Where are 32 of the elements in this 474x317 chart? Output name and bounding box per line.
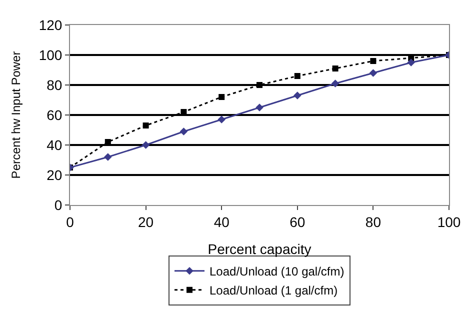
y-axis-title: Percent hw Input Power — [9, 51, 24, 179]
point — [218, 94, 225, 100]
x-tick-label: 100 — [437, 214, 461, 230]
y-tick-label: 40 — [46, 136, 62, 153]
legend-label: Load/Unload (1 gal/cfm) — [210, 284, 338, 298]
point — [294, 73, 300, 79]
point — [332, 66, 338, 72]
point — [142, 141, 150, 149]
point — [407, 58, 415, 66]
y-tick-label: 60 — [46, 106, 62, 123]
point — [218, 116, 226, 124]
x-tick-label: 80 — [365, 214, 382, 230]
y-tick-label: 120 — [38, 16, 62, 33]
point — [256, 104, 264, 112]
point — [294, 92, 302, 100]
point — [369, 69, 378, 77]
x-tick-label: 0 — [66, 214, 74, 230]
x-tick-label: 20 — [138, 214, 154, 230]
y-tick-label: 100 — [38, 46, 62, 63]
point — [180, 128, 188, 136]
point — [142, 122, 149, 128]
y-tick-label: 20 — [46, 166, 62, 183]
legend-label: Load/Unload (10 gal/cfm) — [210, 264, 344, 279]
point — [256, 82, 262, 88]
y-tick-label: 80 — [46, 76, 62, 93]
y-tick-label: 0 — [54, 196, 62, 213]
x-tick-label: 60 — [290, 214, 306, 230]
x-axis-title: Percent capacity — [208, 241, 312, 258]
point — [331, 80, 340, 88]
point — [104, 153, 112, 161]
x-tick-label: 40 — [214, 214, 230, 230]
point — [370, 58, 376, 64]
